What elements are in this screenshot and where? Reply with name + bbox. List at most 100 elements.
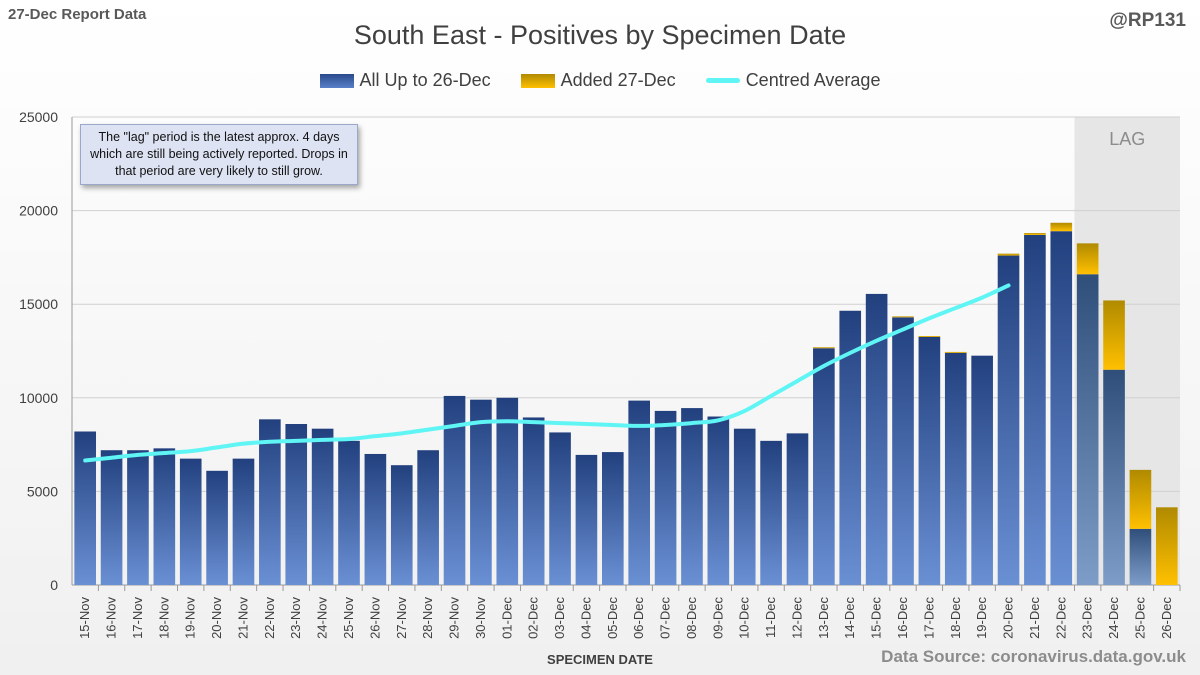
x-tick-label: 18-Dec (948, 597, 963, 639)
legend-swatch-base (319, 73, 354, 88)
legend-item-average: Centred Average (705, 70, 881, 91)
bar-base (232, 458, 255, 585)
x-tick-label: 02-Dec (526, 597, 541, 639)
bar-base (575, 454, 598, 585)
report-label: 27-Dec Report Data (8, 6, 147, 23)
bar-base (311, 428, 334, 585)
bar-added (1076, 243, 1099, 275)
bar-base (813, 348, 835, 585)
y-tick-label: 25000 (19, 109, 58, 125)
author-handle: @RP131 (1109, 10, 1186, 31)
bar-added (997, 253, 1020, 256)
x-tick-label: 22-Nov (262, 597, 277, 639)
y-tick-label: 0 (50, 577, 58, 593)
x-tick-label: 23-Nov (288, 597, 303, 639)
bar-base (839, 310, 862, 585)
bar-base (733, 428, 756, 585)
bar-added (813, 347, 835, 349)
bar-base (496, 397, 519, 585)
x-tick-label: 24-Dec (1106, 597, 1121, 639)
x-tick-label: 23-Dec (1080, 597, 1095, 639)
bar-base (760, 440, 782, 585)
x-tick-label: 26-Dec (1159, 597, 1174, 639)
bar-base (997, 255, 1020, 585)
bar-added (944, 351, 967, 353)
bar-base (259, 419, 281, 585)
bar-base (681, 408, 703, 585)
lag-note: The "lag" period is the latest approx. 4… (80, 124, 358, 185)
x-tick-label: 03-Dec (552, 597, 567, 639)
bar-base (1050, 231, 1073, 585)
bar-base (522, 417, 545, 585)
bar-added (892, 316, 914, 318)
bar-base (285, 424, 308, 585)
bar-base (654, 410, 677, 585)
x-tick-label: 25-Dec (1132, 597, 1147, 639)
x-tick-label: 07-Dec (658, 597, 673, 639)
bar-base (390, 465, 413, 585)
x-tick-label: 11-Dec (763, 597, 778, 638)
x-tick-label: 21-Dec (1027, 597, 1042, 639)
x-tick-label: 05-Dec (605, 597, 620, 639)
x-tick-label: 25-Nov (341, 597, 356, 639)
bar-base (153, 448, 176, 585)
bar-base (628, 400, 651, 585)
bar-added (1155, 507, 1178, 585)
legend-label-average: Centred Average (745, 70, 881, 90)
y-tick-label: 15000 (19, 296, 58, 312)
bar-base (100, 450, 123, 585)
x-tick-label: 30-Nov (473, 597, 488, 639)
x-tick-label: 24-Nov (315, 597, 330, 639)
bar-base (1129, 528, 1152, 585)
bar-base (470, 399, 492, 585)
bar-base (443, 395, 466, 585)
legend: All Up to 26-Dec Added 27-Dec Centred Av… (0, 70, 1200, 91)
chart-title: South East - Positives by Specimen Date (353, 20, 847, 50)
legend-swatch-added (520, 73, 555, 88)
x-tick-label: 17-Dec (921, 597, 936, 639)
bar-base (338, 440, 360, 585)
legend-item-base: All Up to 26-Dec (319, 70, 491, 91)
bar-base (549, 432, 571, 585)
legend-swatch-average (705, 78, 740, 83)
bar-added (1050, 222, 1073, 232)
bar-added (1024, 233, 1046, 235)
bar-base (971, 355, 993, 585)
x-tick-label: 15-Dec (869, 597, 884, 639)
bar-base (707, 416, 730, 585)
x-tick-label: 20-Nov (209, 597, 224, 639)
bar-base (918, 336, 941, 585)
legend-label-base: All Up to 26-Dec (359, 70, 491, 90)
x-tick-label: 19-Nov (183, 597, 198, 639)
bar-added (1129, 469, 1152, 529)
x-tick-label: 01-Dec (499, 597, 514, 639)
y-tick-label: 20000 (19, 203, 58, 219)
bar-base (206, 470, 228, 585)
x-tick-label: 28-Nov (420, 597, 435, 639)
x-tick-label: 19-Dec (974, 597, 989, 639)
bar-base (74, 431, 97, 585)
x-tick-label: 08-Dec (684, 597, 699, 639)
x-tick-label: 10-Dec (737, 597, 752, 639)
x-tick-label: 27-Nov (394, 597, 409, 639)
legend-label-added: Added 27-Dec (560, 70, 676, 90)
bar-base (364, 453, 387, 585)
legend-item-added: Added 27-Dec (520, 70, 676, 91)
lag-label: LAG (1109, 129, 1145, 149)
bar-base (892, 317, 914, 585)
x-tick-label: 06-Dec (631, 597, 646, 639)
x-tick-label: 29-Nov (447, 597, 462, 639)
x-tick-label: 09-Dec (710, 597, 725, 639)
x-tick-label: 21-Nov (235, 597, 250, 639)
bar-base (601, 452, 624, 585)
bar-base (944, 352, 967, 585)
x-tick-label: 15-Nov (77, 597, 92, 639)
data-source: Data Source: coronavirus.data.gov.uk (881, 647, 1186, 666)
bar-base (1103, 369, 1125, 585)
x-tick-label: 17-Nov (130, 597, 145, 639)
y-tick-label: 5000 (27, 483, 58, 499)
bar-base (127, 450, 149, 585)
bar-base (417, 450, 439, 585)
y-tick-label: 10000 (19, 390, 58, 406)
